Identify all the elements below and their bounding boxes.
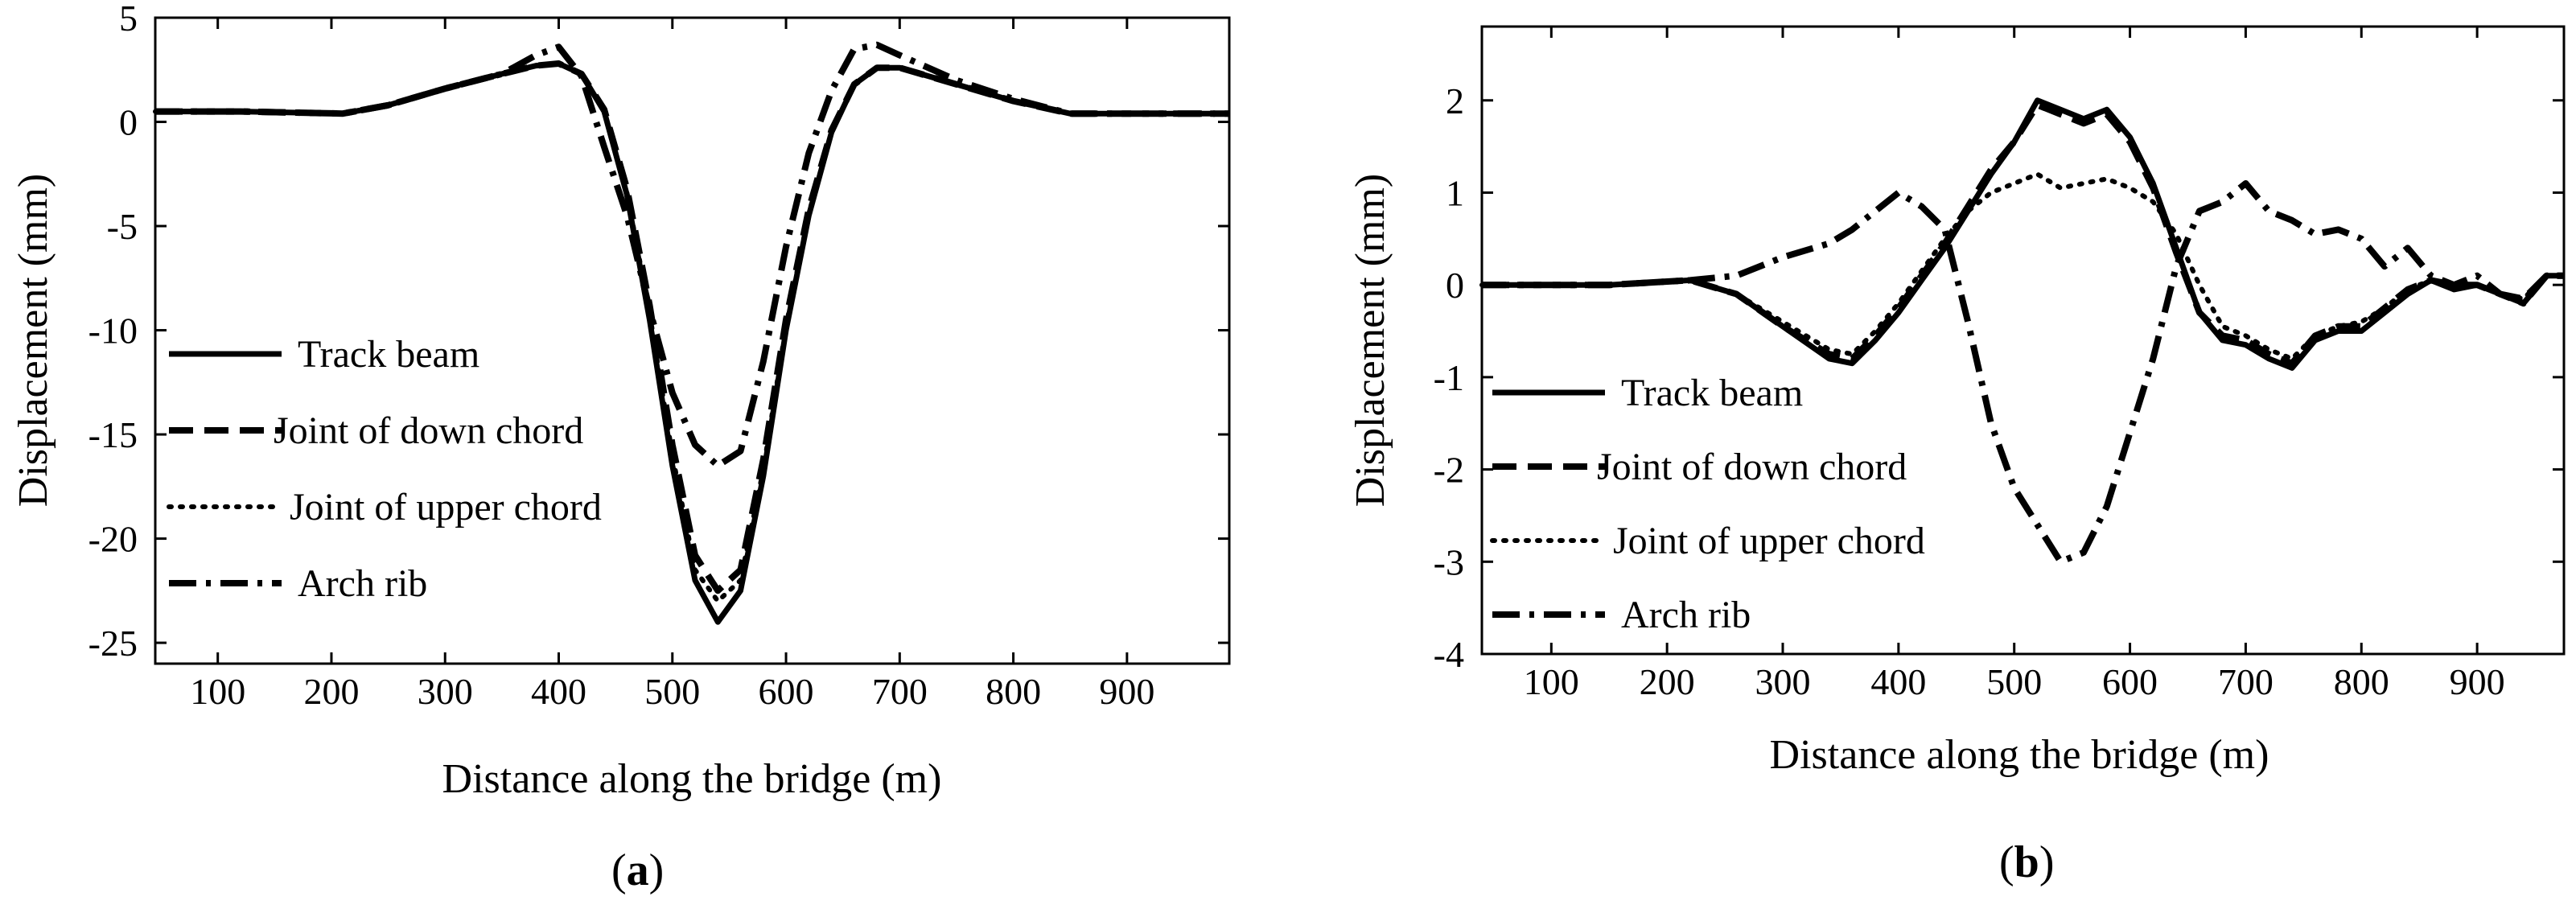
x-tick-label: 400 (531, 671, 586, 712)
x-tick-label: 600 (2102, 661, 2158, 702)
x-tick-label: 900 (2450, 661, 2505, 702)
x-axis-label-a: Distance along the bridge (m) (442, 756, 942, 802)
legend-label: Joint of upper chord (290, 486, 602, 528)
y-tick-label: 2 (1446, 80, 1464, 121)
legend-b: Track beam Joint of down chord Joint of up… (1490, 372, 1925, 636)
x-tick-label: 300 (1755, 661, 1811, 702)
chart-panel-a: 100 200 300 400 500 600 700 800 900 5 0 -5 -10 -15 -20… (10, 0, 1232, 895)
panel-label-a: (a) (611, 845, 664, 895)
legend-label: Joint of down chord (1597, 446, 1907, 488)
x-tick-label: 800 (986, 671, 1041, 712)
legend-label: Arch rib (1621, 594, 1751, 636)
panel-letter-a: a (627, 845, 649, 895)
chart-panel-b: 100 200 300 400 500 600 700 800 900 2 1 0 -1 -2 -3 -4 T… (1348, 25, 2566, 887)
y-tick-label: 5 (119, 0, 138, 39)
x-tick-label: 600 (759, 671, 814, 712)
tick-group-a: 100 200 300 400 500 600 700 800 900 5 0 -5 -10 -15 -20… (88, 0, 1229, 712)
series-line-arch-rib (155, 41, 1229, 469)
y-tick-label: -2 (1434, 450, 1464, 491)
x-axis-label-b: Distance along the bridge (m) (1770, 732, 2269, 778)
x-tick-label: 900 (1099, 671, 1154, 712)
x-tick-label: 400 (1870, 661, 1926, 702)
plot-frame-b (1480, 25, 2566, 656)
x-tick-label: 100 (190, 671, 245, 712)
y-tick-label: -15 (88, 414, 138, 455)
y-axis-label-b: Displacement (mm) (1348, 174, 1393, 507)
legend-label: Track beam (298, 333, 479, 376)
x-tick-label: 100 (1524, 661, 1579, 702)
x-tick-label: 700 (872, 671, 928, 712)
panel-letter-b: b (2014, 837, 2039, 887)
series-group-b (1479, 97, 2566, 565)
series-line-arch-rib (1482, 180, 2564, 565)
y-tick-label: -5 (107, 206, 138, 247)
legend-label: Joint of upper chord (1613, 520, 1925, 562)
tick-group-b: 100 200 300 400 500 600 700 800 900 2 1 0 -1 -2 -3 -4 (1434, 27, 2564, 702)
y-axis-label-a: Displacement (mm) (10, 174, 56, 507)
y-tick-label: -3 (1434, 541, 1464, 582)
legend-label: Track beam (1621, 372, 1803, 414)
x-tick-label: 300 (418, 671, 473, 712)
x-tick-label: 500 (1986, 661, 2042, 702)
y-tick-label: -20 (88, 519, 138, 560)
y-tick-label: 1 (1446, 172, 1464, 213)
x-tick-label: 200 (303, 671, 359, 712)
panel-label-b: (b) (1999, 837, 2054, 887)
x-tick-label: 700 (2218, 661, 2274, 702)
y-tick-label: 0 (1446, 265, 1464, 306)
y-tick-label: 0 (119, 102, 138, 143)
series-line-track-beam (1482, 97, 2564, 371)
legend-label: Joint of down chord (274, 409, 583, 452)
series-line-joint-of-down-chord (1482, 101, 2564, 367)
x-tick-label: 800 (2334, 661, 2389, 702)
legend-label: Arch rib (298, 562, 427, 605)
x-tick-label: 500 (644, 671, 700, 712)
y-tick-label: -25 (88, 623, 138, 664)
x-tick-label: 200 (1640, 661, 1695, 702)
y-tick-label: -4 (1434, 634, 1464, 675)
series-group-a (153, 41, 1232, 625)
plot-frame-a (154, 16, 1231, 665)
y-tick-label: -1 (1434, 357, 1464, 398)
series-line-joint-of-upper-chord (1479, 171, 2566, 361)
y-tick-label: -10 (88, 311, 138, 352)
legend-a: Track beam Joint of down chord Joint of up… (167, 333, 602, 605)
